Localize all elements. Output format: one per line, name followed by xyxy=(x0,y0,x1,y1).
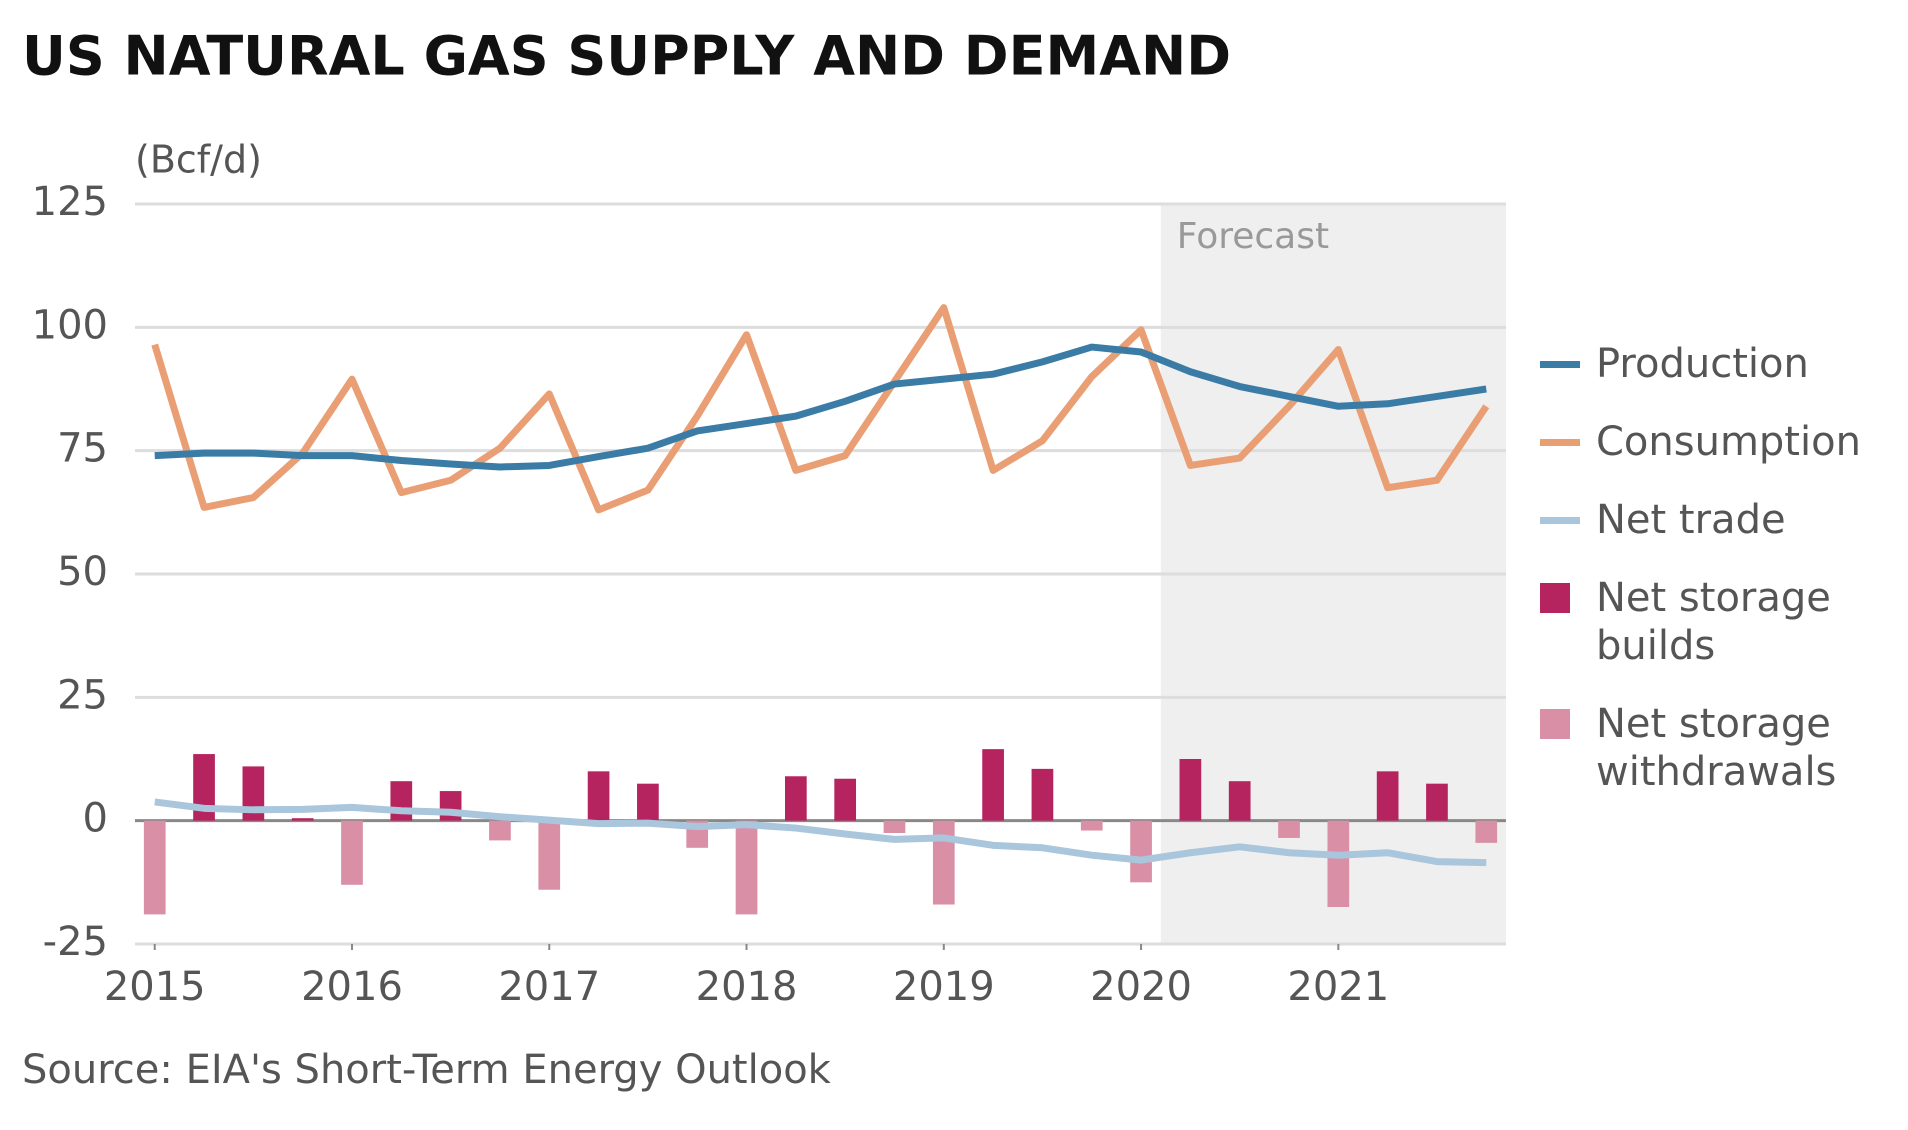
bar xyxy=(193,754,215,821)
x-tick-label: 2017 xyxy=(498,964,600,1010)
legend-marker xyxy=(1540,361,1580,368)
source: Source: EIA's Short-Term Energy Outlook xyxy=(22,1047,832,1093)
bar xyxy=(1327,820,1350,907)
bar xyxy=(637,783,659,821)
x-tick-label: 2019 xyxy=(893,964,995,1010)
bar xyxy=(784,776,807,821)
y-tick-label: 50 xyxy=(57,549,108,595)
legend-item: Consumption xyxy=(1540,418,1900,466)
bar xyxy=(143,820,166,915)
legend-marker xyxy=(1540,709,1570,739)
legend: Production Consumption Net trade Net storag… xyxy=(1540,340,1900,826)
bar xyxy=(1278,820,1300,838)
line xyxy=(154,798,1487,867)
legend-item: Production xyxy=(1540,340,1900,388)
legend-marker xyxy=(1540,583,1570,613)
y-tick-label: 125 xyxy=(32,179,108,225)
bar xyxy=(587,771,610,821)
bar xyxy=(291,818,314,821)
legend-label: Net trade xyxy=(1596,497,1786,543)
bar xyxy=(883,820,906,833)
bar xyxy=(1031,768,1054,821)
x-tick-label: 2015 xyxy=(104,964,206,1010)
bar xyxy=(834,778,857,821)
bar xyxy=(489,820,511,841)
bar xyxy=(1228,781,1251,821)
legend-marker xyxy=(1540,517,1580,524)
bar xyxy=(735,820,758,915)
bar xyxy=(1376,771,1399,821)
bar xyxy=(341,820,363,885)
legend-marker xyxy=(1540,439,1580,446)
y-tick-label: 0 xyxy=(83,796,108,842)
bar xyxy=(932,820,955,905)
x-tick-label: 2020 xyxy=(1090,964,1192,1010)
y-unit: (Bcf/d) xyxy=(135,138,262,182)
y-tick-label: 25 xyxy=(57,672,108,718)
y-tick-label: 75 xyxy=(57,426,108,472)
legend-item: Net storage builds xyxy=(1540,574,1900,670)
legend-label: Net storage builds xyxy=(1596,575,1831,669)
legend-label: Net storage withdrawals xyxy=(1596,701,1837,795)
x-tick-label: 2018 xyxy=(696,964,798,1010)
y-tick-label: 100 xyxy=(32,302,108,348)
bar xyxy=(390,781,413,821)
legend-label: Production xyxy=(1596,341,1809,387)
legend-item: Net storage withdrawals xyxy=(1540,700,1900,796)
bar xyxy=(1426,783,1448,821)
y-tick-label: -25 xyxy=(43,919,108,965)
line xyxy=(154,343,1487,471)
bar xyxy=(538,820,561,890)
forecast-label: Forecast xyxy=(1177,216,1329,257)
bar xyxy=(1179,759,1202,821)
chart-title: US NATURAL GAS SUPPLY AND DEMAND xyxy=(22,25,1231,88)
bar xyxy=(982,749,1004,821)
bar xyxy=(1080,820,1103,831)
x-tick-label: 2016 xyxy=(301,964,403,1010)
legend-item: Net trade xyxy=(1540,496,1900,544)
legend-label: Consumption xyxy=(1596,419,1861,465)
x-tick-label: 2021 xyxy=(1287,964,1389,1010)
line xyxy=(151,304,1490,514)
bar xyxy=(1130,820,1152,883)
bar xyxy=(1475,820,1498,843)
